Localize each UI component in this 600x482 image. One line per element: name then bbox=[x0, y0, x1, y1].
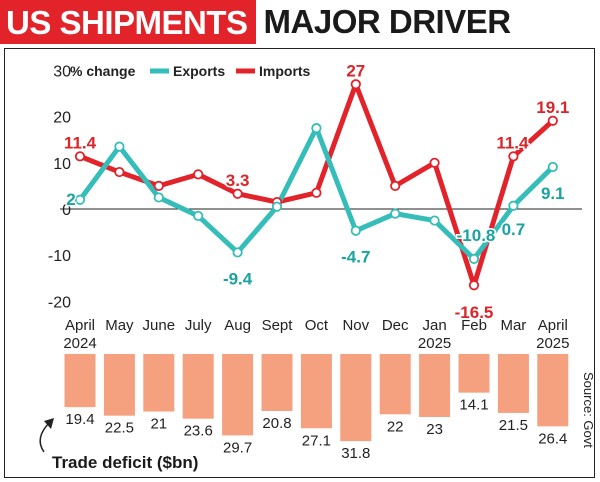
data-label-imports: -16.5 bbox=[455, 303, 494, 322]
point-exports bbox=[153, 192, 164, 203]
point-imports bbox=[547, 115, 558, 126]
deficit-bar bbox=[497, 354, 529, 413]
deficit-value-label: 26.4 bbox=[538, 430, 567, 447]
deficit-bar bbox=[261, 354, 293, 411]
point-imports bbox=[153, 180, 164, 191]
point-exports bbox=[508, 200, 519, 211]
x-tick-label: Sept bbox=[262, 317, 294, 334]
data-label-exports: -9.4 bbox=[223, 269, 253, 288]
deficit-bar bbox=[419, 354, 451, 418]
deficit-bar bbox=[103, 354, 135, 416]
x-tick-label: Oct bbox=[305, 317, 329, 334]
x-tick-label: May bbox=[105, 317, 134, 334]
y-tick-label: 0 bbox=[62, 202, 71, 219]
headline: US SHIPMENTS MAJOR DRIVER bbox=[0, 0, 511, 44]
data-label-imports: 19.1 bbox=[536, 98, 569, 117]
x-tick-label: July bbox=[185, 317, 212, 334]
deficit-value-label: 23 bbox=[426, 421, 443, 438]
point-exports bbox=[74, 194, 86, 205]
legend-label-imports: Imports bbox=[259, 63, 311, 79]
deficit-bar bbox=[64, 354, 96, 408]
trade-deficit-title: Trade deficit ($bn) bbox=[52, 453, 198, 472]
data-label-exports: 0.7 bbox=[502, 220, 526, 239]
x-tick-label: Jan bbox=[423, 317, 447, 334]
data-label-exports: -4.7 bbox=[341, 248, 370, 267]
point-exports bbox=[232, 247, 243, 258]
point-exports bbox=[468, 253, 480, 264]
point-exports bbox=[429, 215, 440, 226]
deficit-bar bbox=[222, 354, 254, 436]
chart-frame bbox=[4, 48, 595, 478]
deficit-bar bbox=[300, 354, 332, 429]
data-label-imports: 3.3 bbox=[226, 171, 250, 190]
legend-title: % change bbox=[70, 63, 136, 79]
point-exports bbox=[390, 208, 401, 219]
x-tick-label: June bbox=[143, 317, 176, 334]
data-label-imports: 11.4 bbox=[64, 133, 97, 152]
point-imports bbox=[193, 169, 204, 180]
x-tick-label: Feb bbox=[461, 317, 487, 334]
point-exports bbox=[311, 123, 322, 134]
data-label-exports: 2 bbox=[66, 190, 75, 209]
data-label-exports: 9.1 bbox=[541, 184, 565, 203]
source-note: Source: Govt bbox=[581, 372, 596, 448]
point-imports bbox=[508, 151, 519, 162]
data-label-imports: 27 bbox=[346, 61, 365, 80]
x-tick-label: April bbox=[538, 317, 568, 334]
deficit-value-label: 21 bbox=[150, 416, 167, 433]
point-imports bbox=[232, 188, 243, 199]
x-tick-label: 2025 bbox=[536, 335, 569, 352]
pointer-arrow-head bbox=[44, 418, 54, 429]
data-label-imports: 11.4 bbox=[496, 133, 529, 152]
point-imports bbox=[311, 187, 322, 198]
deficit-value-label: 22 bbox=[387, 418, 404, 435]
deficit-value-label: 29.7 bbox=[223, 439, 252, 456]
y-tick-label: 20 bbox=[53, 110, 71, 127]
x-tick-label: Mar bbox=[500, 317, 526, 334]
x-tick-label: 2024 bbox=[63, 335, 96, 352]
deficit-bar bbox=[458, 354, 490, 393]
point-imports bbox=[429, 157, 440, 168]
deficit-value-label: 23.6 bbox=[184, 423, 213, 440]
deficit-value-label: 31.8 bbox=[341, 445, 370, 462]
y-tick-label: 30 bbox=[53, 63, 71, 80]
y-tick-label: -10 bbox=[48, 248, 71, 265]
y-tick-label: 10 bbox=[53, 156, 71, 173]
y-tick-label: -20 bbox=[48, 294, 71, 311]
deficit-value-label: 22.5 bbox=[105, 420, 134, 437]
point-exports bbox=[547, 161, 558, 173]
deficit-value-label: 21.5 bbox=[499, 417, 528, 434]
x-tick-label: 2025 bbox=[418, 335, 451, 352]
point-imports bbox=[468, 280, 480, 291]
headline-highlight: US SHIPMENTS bbox=[0, 0, 256, 44]
deficit-bar bbox=[182, 354, 214, 419]
deficit-bar bbox=[379, 354, 411, 415]
point-imports bbox=[74, 151, 86, 162]
headline-text: MAJOR DRIVER bbox=[263, 3, 512, 40]
deficit-value-label: 14.1 bbox=[459, 397, 488, 414]
x-tick-label: Nov bbox=[342, 317, 369, 334]
x-tick-label: Aug bbox=[224, 317, 251, 334]
point-exports bbox=[350, 225, 361, 236]
deficit-value-label: 27.1 bbox=[302, 432, 331, 449]
point-imports bbox=[350, 79, 361, 90]
point-exports bbox=[114, 141, 125, 152]
x-tick-label: Dec bbox=[382, 317, 409, 334]
point-exports bbox=[271, 201, 283, 212]
deficit-bar bbox=[340, 354, 372, 442]
point-exports bbox=[193, 210, 204, 222]
x-tick-label: April bbox=[65, 317, 95, 334]
data-label-exports: -10.8 bbox=[457, 226, 496, 245]
legend-label-exports: Exports bbox=[173, 63, 225, 79]
deficit-value-label: 19.4 bbox=[65, 411, 94, 428]
deficit-bar bbox=[143, 354, 175, 412]
deficit-value-label: 20.8 bbox=[262, 415, 291, 432]
point-imports bbox=[114, 166, 125, 178]
point-imports bbox=[390, 180, 401, 191]
deficit-bar bbox=[537, 354, 569, 427]
pointer-arrow-line bbox=[39, 421, 51, 453]
